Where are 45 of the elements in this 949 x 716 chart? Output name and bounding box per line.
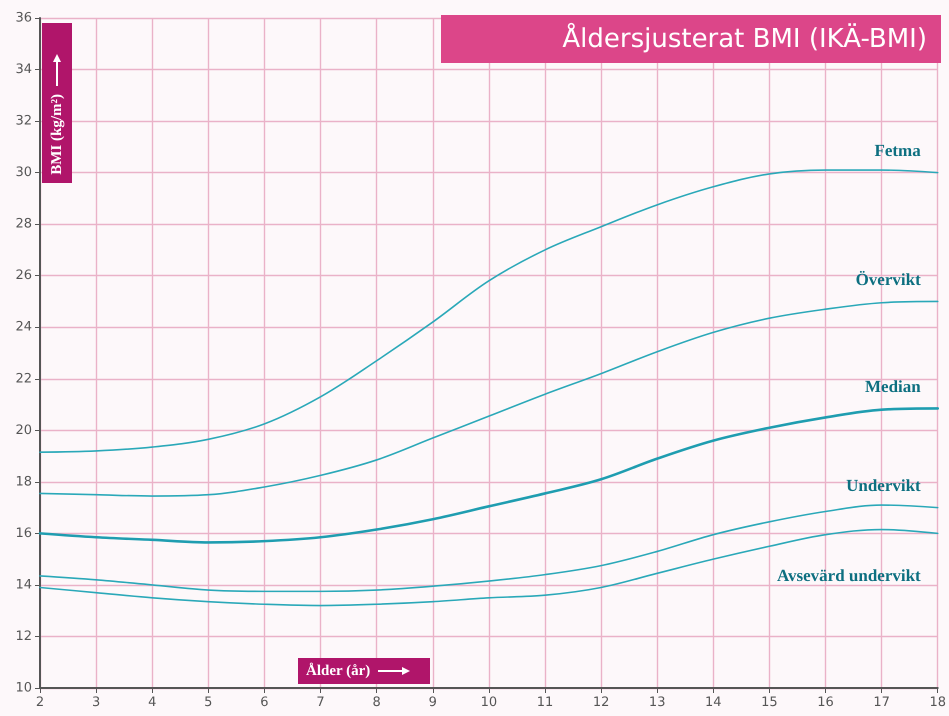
- line-series: [39, 300, 939, 497]
- x-tick-label: 14: [705, 695, 722, 710]
- series-label: Undervikt: [846, 476, 922, 496]
- x-tick-label: 6: [260, 695, 269, 710]
- x-tick-label: 7: [316, 695, 325, 710]
- x-tick-label: 15: [761, 695, 778, 710]
- series-label: Övervikt: [856, 270, 922, 289]
- y-tick-label: 26: [15, 268, 32, 284]
- title-banner: Åldersjusterat BMI (IKÄ-BMI): [441, 15, 941, 63]
- x-tick-label: 16: [817, 695, 834, 710]
- y-tick-label: 12: [15, 628, 32, 644]
- series-label: Fetma: [874, 141, 922, 160]
- y-tick-label: 28: [15, 216, 32, 232]
- y-tick-label: 18: [15, 474, 32, 490]
- line-series: [38, 407, 940, 544]
- series-label: Avsevärd undervikt: [776, 566, 922, 585]
- x-tick-label: 13: [648, 695, 666, 710]
- y-tick-label: 16: [15, 526, 32, 541]
- x-tick-label: 11: [536, 695, 554, 710]
- x-tick-label: 18: [929, 695, 946, 710]
- x-tick-label: 8: [372, 695, 381, 710]
- x-tick-label: 12: [592, 695, 610, 710]
- x-tick-label: 5: [204, 695, 212, 710]
- line-series: [39, 504, 939, 592]
- y-tick-label: 24: [15, 320, 32, 335]
- x-axis-title: Ålder (år): [306, 662, 370, 680]
- y-tick-label: 36: [15, 10, 32, 26]
- x-tick-label: 10: [480, 695, 498, 710]
- axis-label-tag: BMI (kg/m²): [42, 23, 72, 183]
- x-tick-label: 9: [428, 695, 437, 710]
- x-tick-label: 17: [873, 695, 890, 710]
- y-tick-label: 34: [15, 62, 32, 78]
- x-tick-label: 3: [92, 695, 100, 710]
- y-tick-label: 20: [15, 422, 32, 438]
- y-tick-label: 32: [15, 114, 32, 129]
- x-tick-label: 2: [36, 695, 44, 710]
- line-series: [39, 528, 939, 606]
- y-axis-title: BMI (kg/m²): [48, 94, 66, 175]
- y-tick-label: 14: [15, 577, 32, 592]
- y-tick-label: 30: [15, 165, 32, 180]
- y-tick-label: 10: [15, 680, 32, 696]
- y-tick-label: 22: [15, 371, 32, 386]
- x-tick-label: 4: [148, 695, 156, 710]
- series-label: Median: [864, 376, 922, 396]
- axis-label-tag: Ålder (år): [298, 658, 430, 684]
